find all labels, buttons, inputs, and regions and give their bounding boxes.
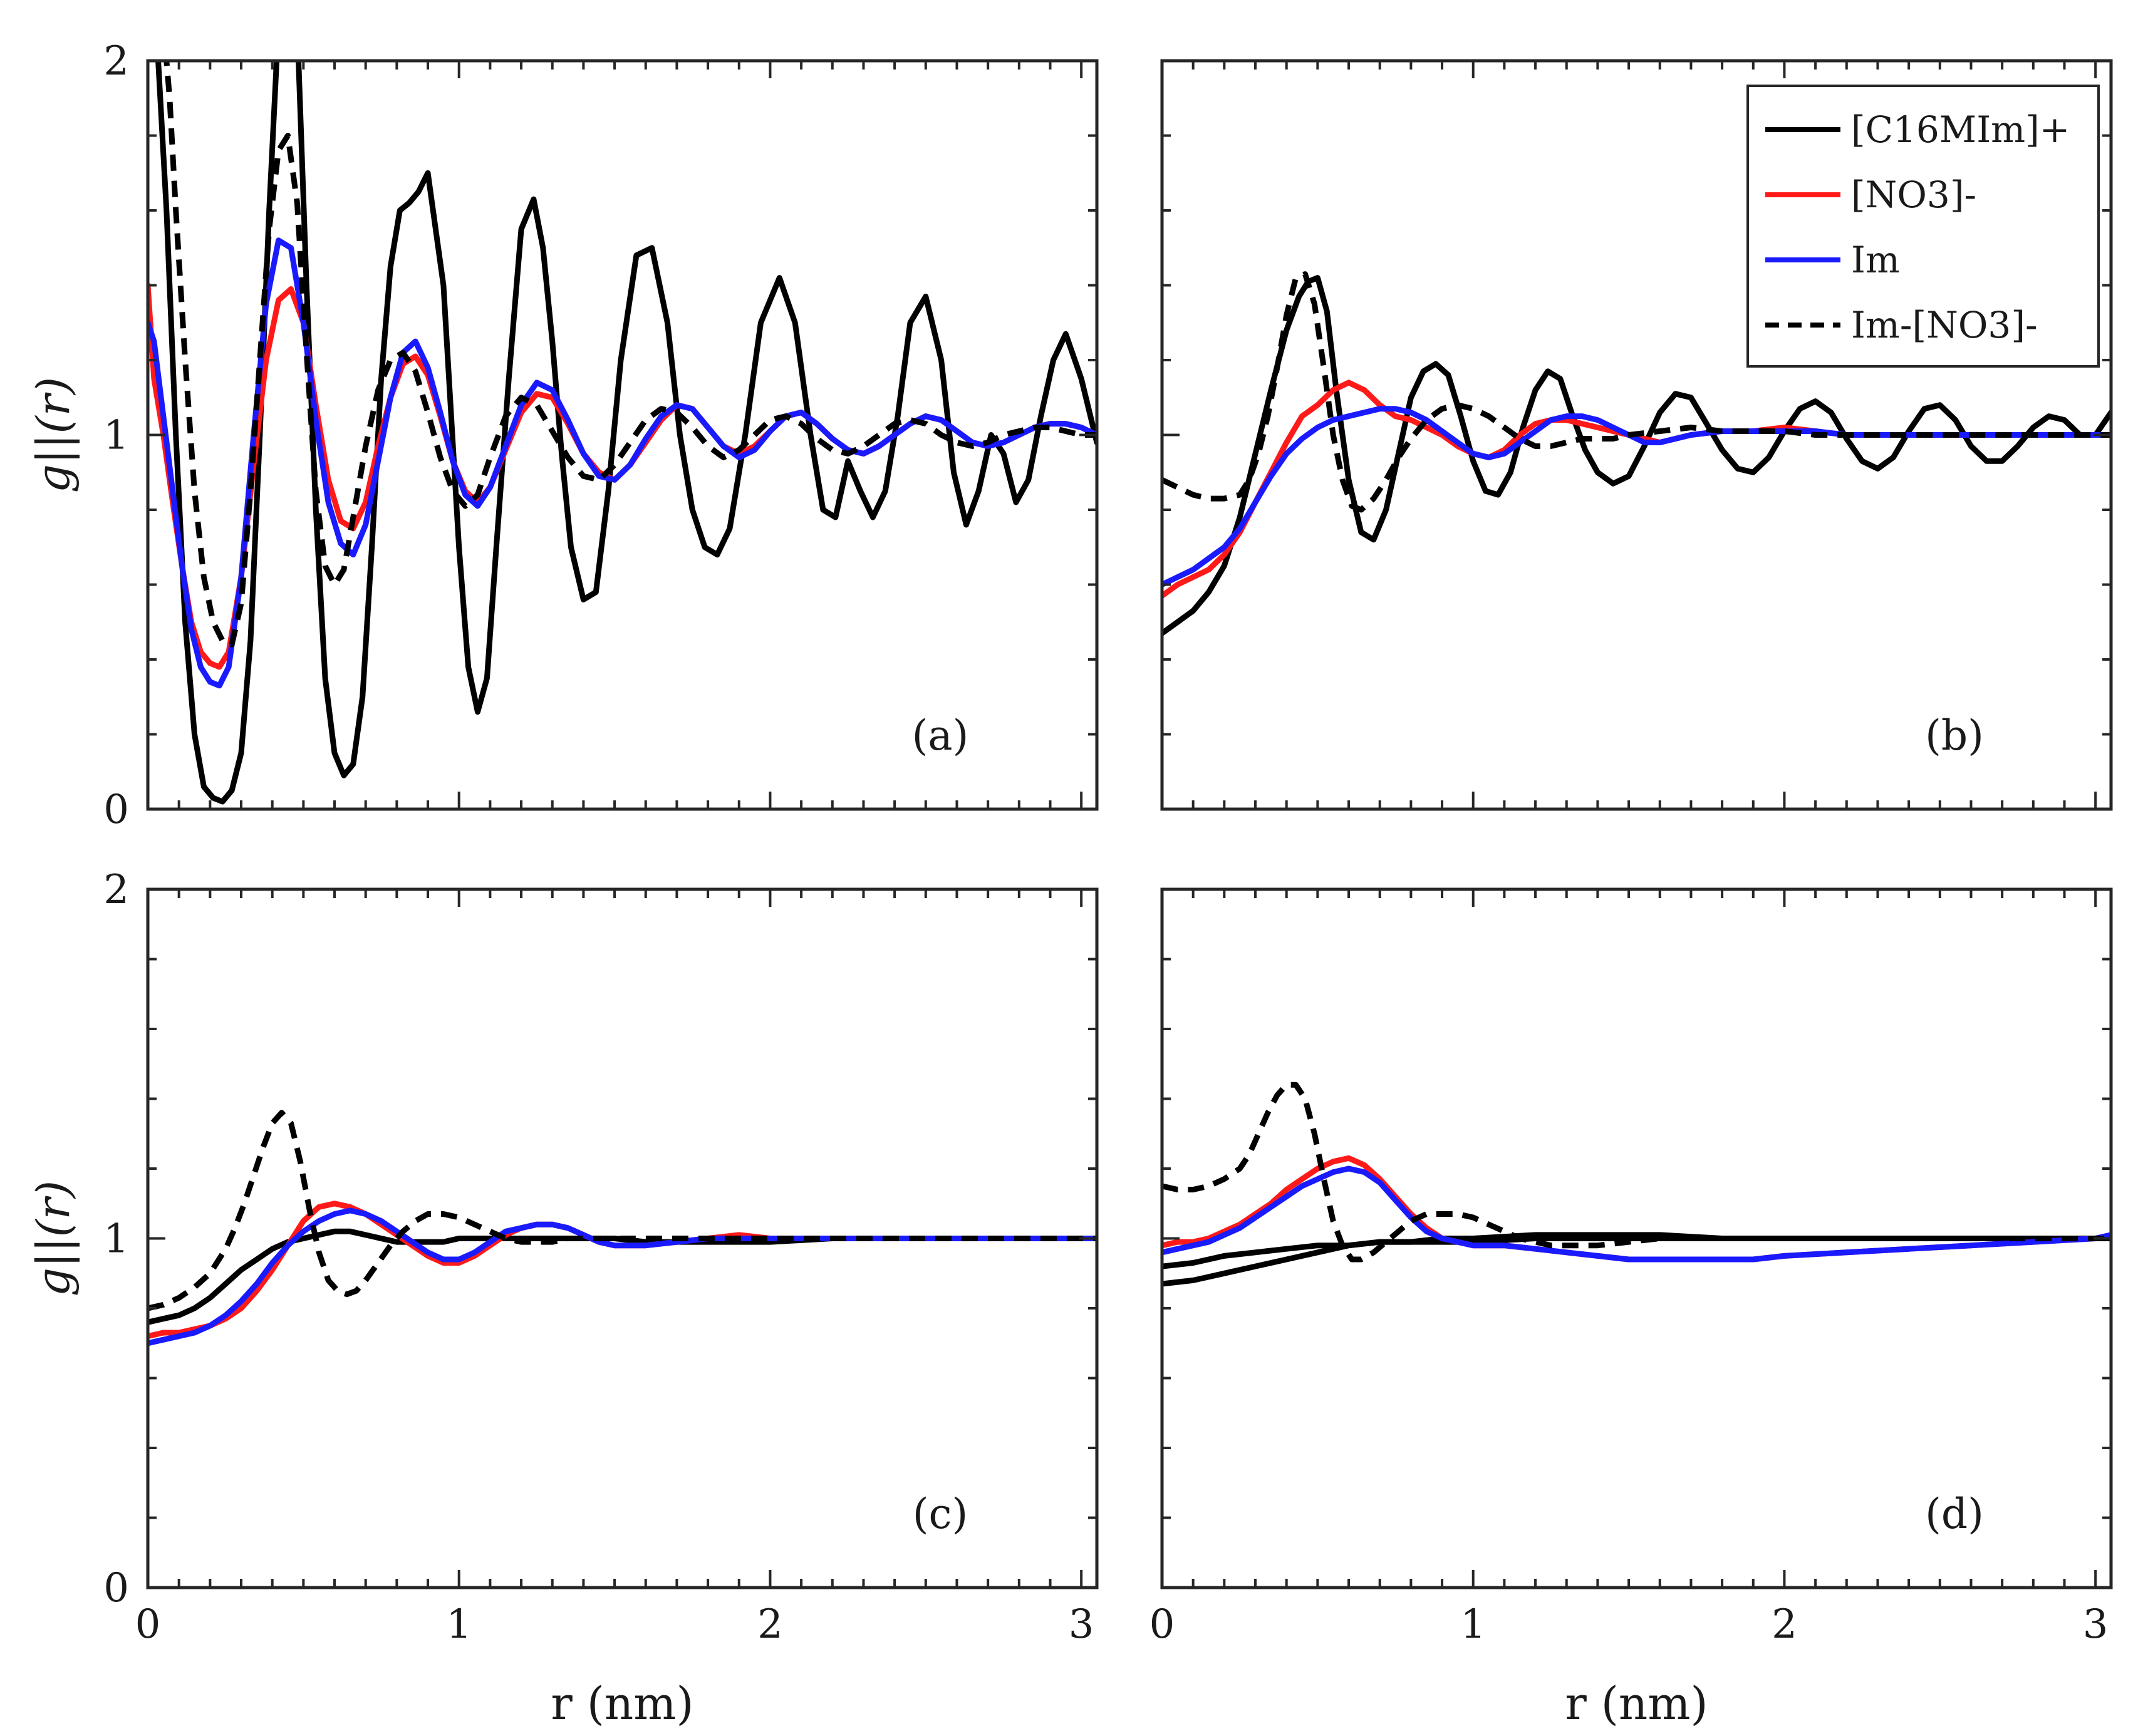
panel-c-series-1 [148,1201,1097,1340]
panel-d-series-3 [1162,1165,2111,1263]
panel-c-plot-area [148,1110,1097,1346]
panel-c-ytick-0: 0 [103,1565,129,1611]
panel-a: (a) 0 1 2 g||(r) [27,38,1099,833]
panel-b-series-0 [1162,275,2111,636]
panel-b-series-3 [1162,271,2111,513]
panel-b: (b) [C16MIm]+ [NO3]- Im Im-[NO3]- [1160,59,2113,811]
panel-d-plot-area [1162,1082,2111,1287]
panel-d-xtick-1: 1 [1460,1601,1486,1648]
panel-d-xtick-3: 3 [2083,1601,2109,1648]
panel-c-ylabel: g||(r) [27,1181,80,1296]
panel-c-xtick-0: 0 [135,1601,161,1648]
panel-d-label: (d) [1925,1490,1984,1538]
panel-a-ytick-0: 0 [103,787,129,833]
panel-c-xtick-3: 3 [1069,1601,1094,1648]
panel-c-series-2 [148,1207,1097,1346]
panel-c-xtick-1: 1 [446,1601,472,1648]
panel-c-ytick-1: 1 [103,1216,129,1263]
panel-a-ylabel: g||(r) [27,377,80,493]
panel-b-frame [1160,59,2113,811]
legend-label-no3: [NO3]- [1851,173,1976,216]
legend-label-im-no3: Im-[NO3]- [1851,304,2038,346]
panel-c-frame [146,887,1099,1589]
panel-a-ytick-1: 1 [103,413,129,459]
panel-d-xtick-0: 0 [1149,1601,1175,1648]
legend-box [1746,85,2100,368]
panel-d-xlabel: r (nm) [1565,1677,1708,1730]
panel-a-series-3 [163,61,1097,648]
panel-a-plot-area [148,61,1097,805]
legend: [C16MIm]+ [NO3]- Im Im-[NO3]- [1746,85,2100,368]
panel-d-frame [1160,887,2113,1589]
panel-a-label: (a) [912,711,969,760]
panel-a-ytick-2: 2 [103,38,129,85]
panel-c: (c) 0 1 2 0 1 2 3 g||(r) r (nm) [27,867,1099,1730]
panel-c-ytick-2: 2 [103,867,129,913]
legend-label-c16mim: [C16MIm]+ [1851,108,2070,151]
panel-c-xtick-2: 2 [757,1601,783,1648]
panel-b-label: (b) [1925,711,1984,760]
panel-a-series-0 [155,61,1097,805]
panel-c-xlabel: r (nm) [551,1677,693,1730]
panel-d-xtick-2: 2 [1772,1601,1797,1648]
panel-c-series-3 [148,1110,1097,1311]
panel-c-series-0 [148,1228,1097,1325]
legend-label-im: Im [1851,239,1900,281]
panel-c-label: (c) [913,1490,968,1538]
panel-a-frame [146,59,1099,811]
panel-d: (d) 0 1 2 3 r (nm) [1149,887,2113,1730]
panel-b-plot-area [1162,271,2111,636]
